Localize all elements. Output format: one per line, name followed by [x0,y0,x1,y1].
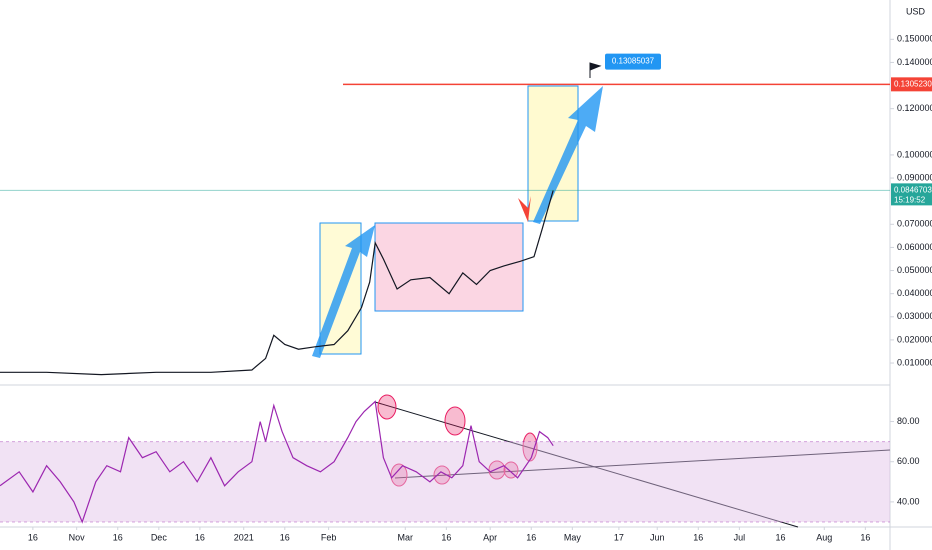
y-tick-label: 0.15000000 [897,34,932,44]
x-tick-label: Mar [398,532,414,542]
y-tick-label: 0.10000000 [897,149,932,159]
y-tick-label: 0.02000000 [897,334,932,344]
resistance-label: 0.13052304 [894,79,932,88]
y-tick-label: 40.00 [897,496,920,506]
x-tick-label: 2021 [234,532,254,542]
x-tick-label: 16 [441,532,451,542]
y-tick-label: 0.14000000 [897,57,932,67]
x-tick-label: 16 [113,532,123,542]
y-tick-label: 0.12000000 [897,103,932,113]
arrow [533,86,603,224]
x-tick-label: Dec [151,532,168,542]
target-tag [605,53,661,70]
x-tick-label: Jul [734,532,746,542]
arrow [518,196,531,222]
x-tick-label: Aug [816,532,832,542]
x-tick-label: 16 [693,532,703,542]
last-price-label: 0.08467036 [894,185,932,194]
circles [377,394,538,487]
y-tick-label: 0.03000000 [897,311,932,321]
box [527,85,579,222]
x-tick-label: Apr [483,532,497,542]
target-label: 0.13085037 [612,57,655,66]
x-tick-label: Nov [69,532,86,542]
y-tick-label: 0.09000000 [897,172,932,182]
flag [589,62,602,78]
countdown: 15:19:52 [894,195,926,204]
x-tick-label: 16 [28,532,38,542]
y-tick-label: 0.04000000 [897,288,932,298]
price-line [0,190,554,376]
rsi-band [0,441,890,522]
last-price-tag [891,183,932,206]
x-tick-label: 16 [195,532,205,542]
y-tick-label: 0.01000000 [897,357,932,367]
y-tick-label: 0.05000000 [897,265,932,275]
currency: USD [906,6,926,16]
arrow [312,225,375,358]
trend-line [394,449,891,479]
y-tick-label: 0.07000000 [897,219,932,229]
resistance-tag [891,77,932,92]
x-tick-label: Feb [321,532,337,542]
x-tick-label: May [564,532,582,542]
box [374,222,524,312]
y-tick-label: 0.06000000 [897,242,932,252]
x-tick-label: 16 [280,532,290,542]
y-tick-label: 60.00 [897,456,920,466]
x-tick-label: 17 [614,532,624,542]
x-tick-label: Jun [650,532,665,542]
y-tick-label: 80.00 [897,416,920,426]
x-tick-label: 16 [526,532,536,542]
rsi-line [0,400,554,524]
x-tick-label: 16 [775,532,785,542]
x-tick-label: 16 [860,532,870,542]
